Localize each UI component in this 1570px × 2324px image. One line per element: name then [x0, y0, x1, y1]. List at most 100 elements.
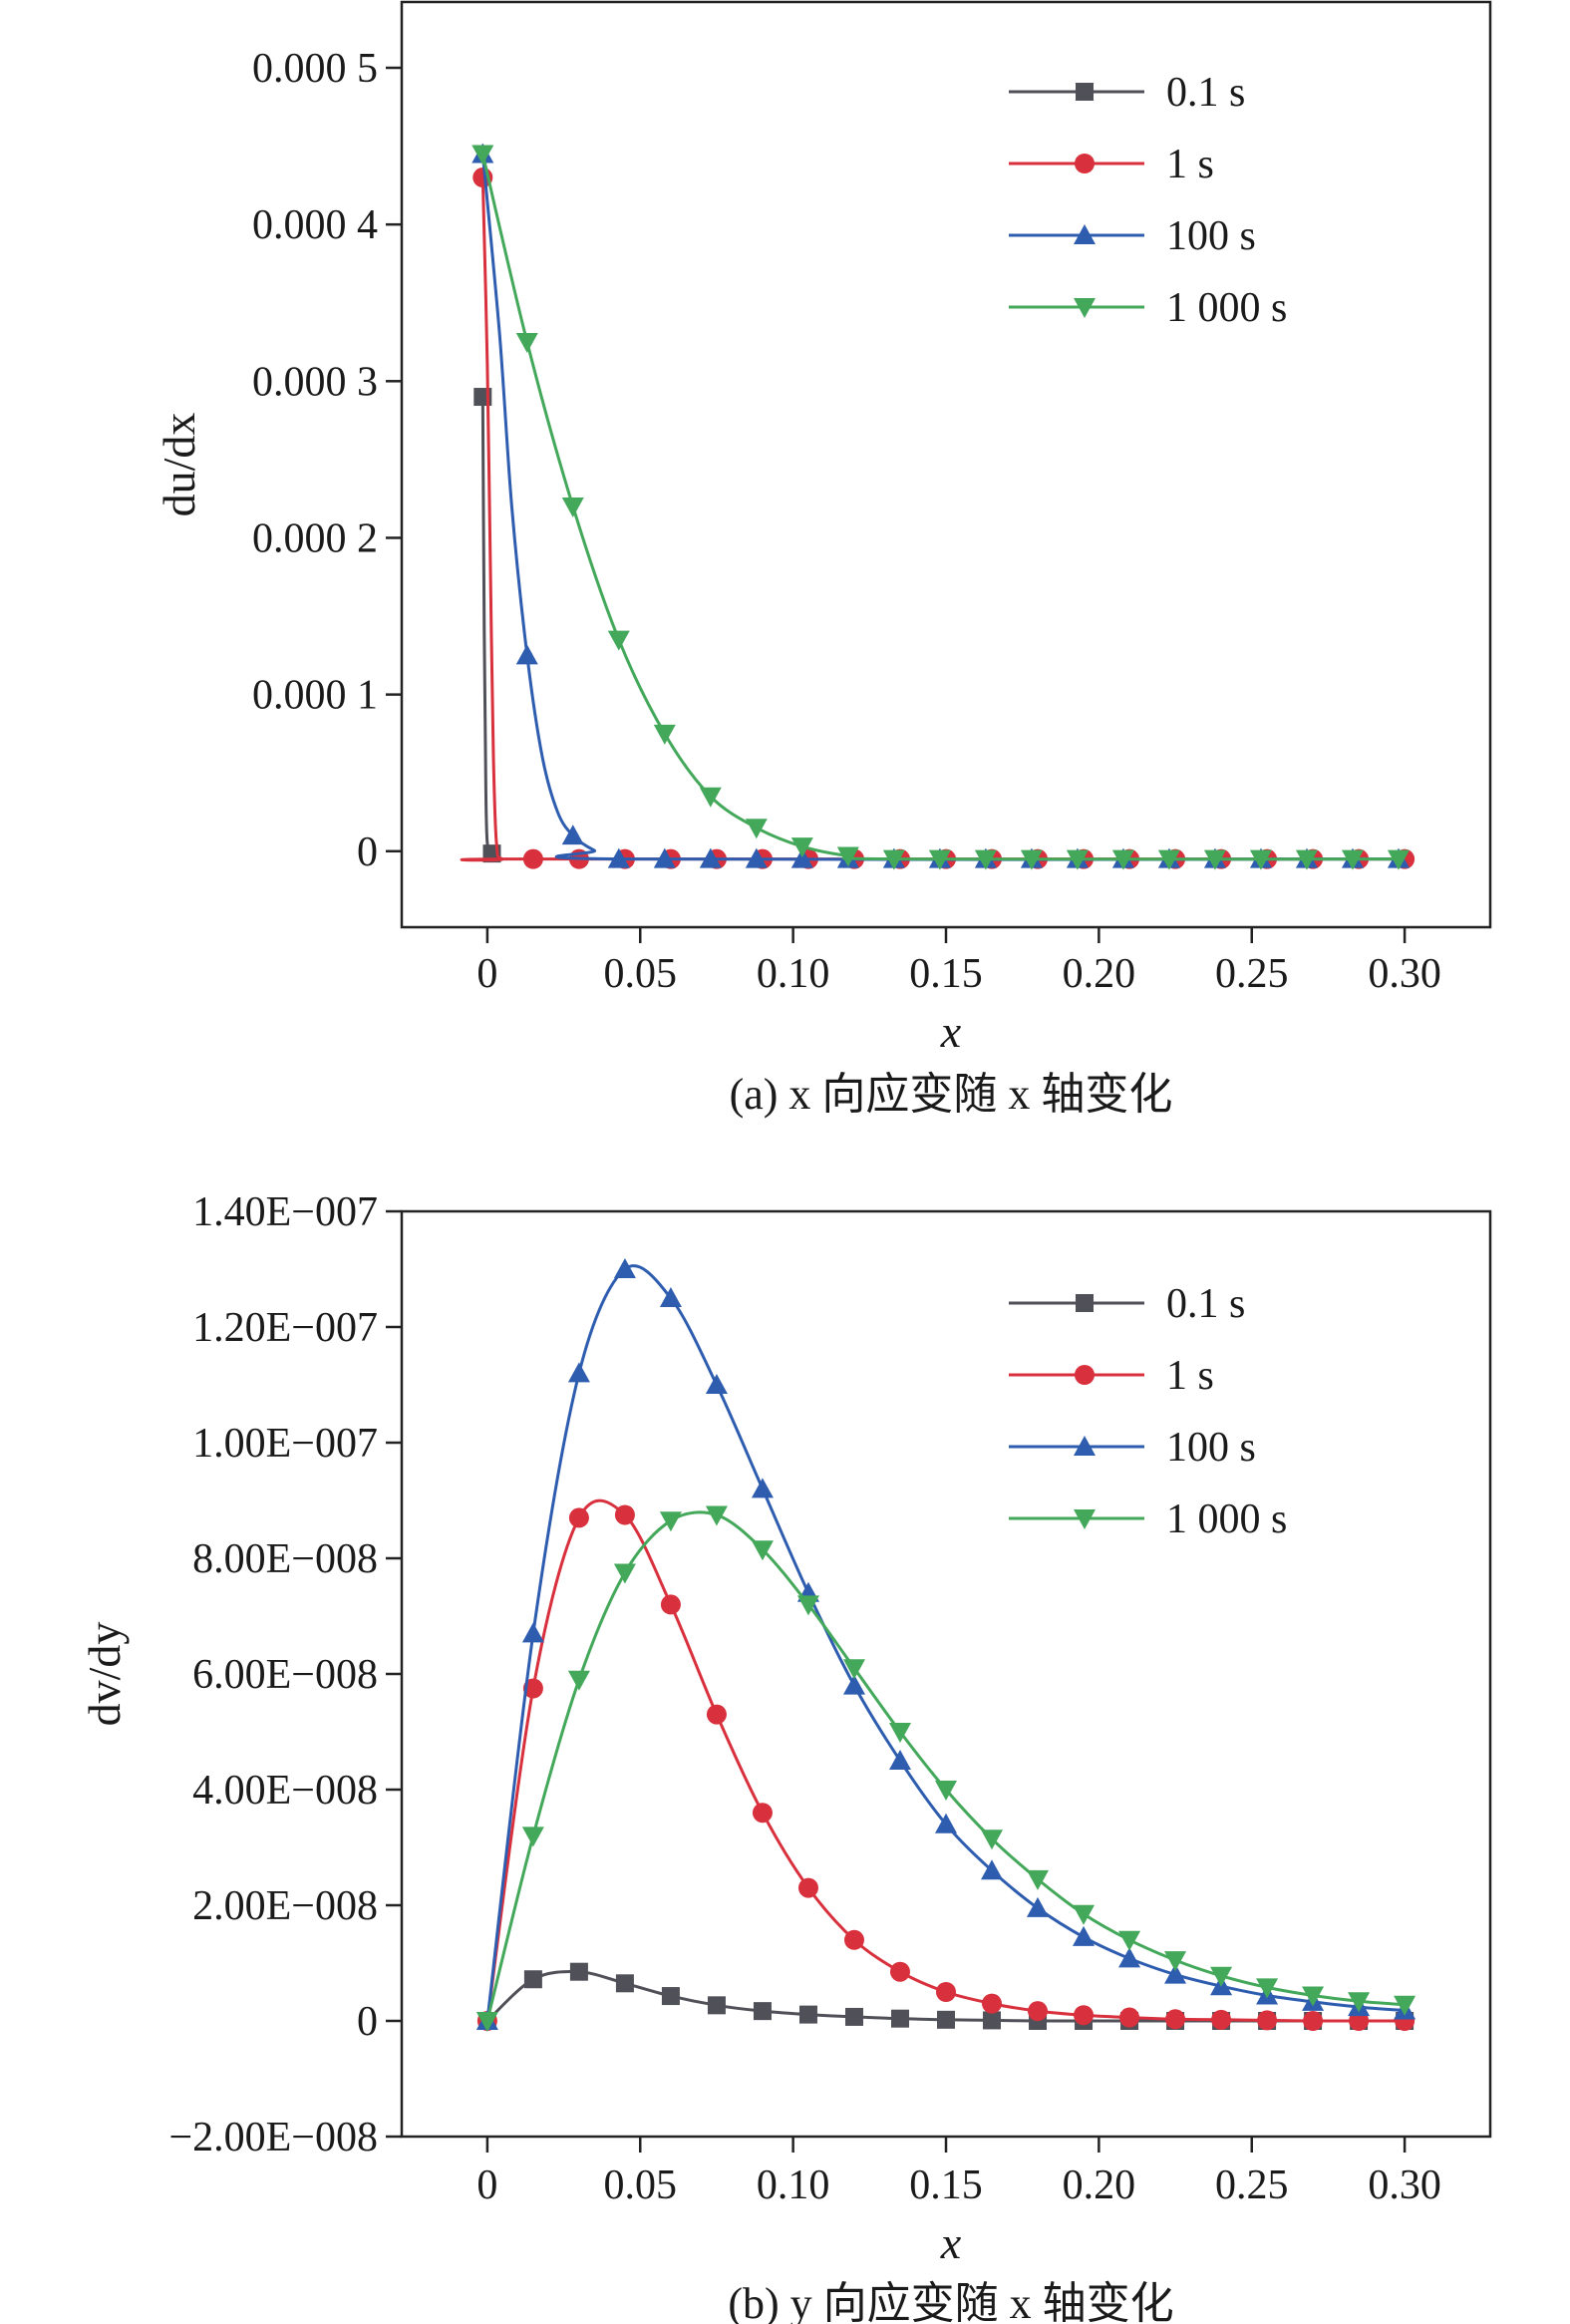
x-tick-label: 0 — [476, 951, 497, 997]
legend-item: 100 s — [1009, 213, 1256, 259]
legend-item: 1 s — [1009, 142, 1214, 187]
legend-marker — [1074, 298, 1096, 318]
series-1000s — [471, 145, 1410, 870]
y-tick-label: 2.00E−008 — [192, 1883, 378, 1929]
data-point — [752, 1803, 773, 1824]
data-point — [1210, 1966, 1233, 1987]
data-point — [1020, 849, 1043, 870]
data-point — [706, 1704, 727, 1725]
data-point — [523, 1970, 542, 1989]
data-point — [1111, 849, 1134, 870]
y-tick-label: 1.20E−007 — [192, 1305, 378, 1351]
data-point — [1203, 849, 1226, 870]
data-point — [614, 1504, 635, 1525]
data-point — [1066, 849, 1089, 870]
data-point — [790, 837, 813, 858]
y-axis-title: dv/dy — [79, 1622, 130, 1727]
x-tick-label: 0.05 — [604, 951, 678, 997]
legend: 0.1 s 1 s 100 s 1 000 s — [1009, 1281, 1287, 1542]
data-point — [745, 819, 768, 839]
chart-caption: (a) x 向应变随 x 轴变化 — [730, 1070, 1173, 1119]
x-tick-label: 0.05 — [604, 2162, 678, 2208]
data-point — [515, 333, 538, 354]
data-point — [653, 847, 676, 868]
data-point — [1165, 2009, 1186, 2030]
data-point — [842, 1674, 865, 1695]
data-point — [937, 2010, 955, 2029]
series-1s — [476, 1498, 1415, 2031]
legend-item: 0.1 s — [1009, 70, 1245, 116]
data-point — [653, 724, 676, 745]
chart-a: 0 0.000 1 0.000 2 0.000 3 0.000 4 0.000 5 0 0.0… — [154, 0, 1492, 1119]
data-point — [607, 847, 630, 868]
legend-marker — [1074, 224, 1096, 244]
data-point — [515, 644, 538, 665]
data-point — [1118, 1947, 1141, 1968]
series-line — [480, 154, 1400, 861]
y-tick-label: 1.00E−007 — [192, 1421, 378, 1467]
data-point — [936, 1982, 956, 2002]
x-tick-label: 0.10 — [757, 951, 830, 997]
x-tick-label: 0.25 — [1215, 951, 1289, 997]
x-tick-label: 0.15 — [909, 951, 983, 997]
legend: 0.1 s 1 s 100 s 1 000 s — [1009, 70, 1287, 331]
data-point — [1027, 1869, 1050, 1890]
data-point — [1303, 2011, 1324, 2031]
data-point — [751, 1540, 774, 1561]
series-1s — [460, 167, 1415, 869]
data-point — [1348, 1992, 1371, 2013]
legend-marker — [1075, 1365, 1095, 1385]
y-axis-title: du/dx — [154, 413, 204, 517]
series-100s — [475, 1258, 1416, 2030]
data-point — [981, 1829, 1004, 1850]
y-tick-label: 0 — [357, 830, 378, 875]
data-point — [882, 849, 905, 870]
legend-label: 100 s — [1166, 213, 1256, 259]
data-point — [1302, 1986, 1325, 2007]
y-tick-label: 0 — [357, 1999, 378, 2045]
legend-marker — [1076, 83, 1094, 101]
chart-caption: (b) y 向应变随 x 轴变化 — [728, 2279, 1173, 2324]
data-point — [1164, 1951, 1187, 1972]
data-point — [1164, 1963, 1187, 1984]
legend-item: 1 000 s — [1009, 285, 1287, 331]
x-axis-title: x — [940, 1006, 962, 1057]
x-tick-label: 0.15 — [909, 2162, 983, 2208]
data-point — [981, 1859, 1004, 1880]
data-point — [1157, 849, 1180, 870]
x-axis-title: x — [940, 2217, 962, 2268]
data-point — [790, 847, 813, 868]
y-tick-label: 0.000 2 — [252, 515, 378, 561]
data-point — [1256, 1978, 1279, 1999]
data-point — [797, 1877, 818, 1898]
legend-label: 100 s — [1166, 1425, 1256, 1471]
chart-b: −2.00E−008 0 2.00E−008 4.00E−008 6.00E−008 8.… — [79, 1189, 1492, 2324]
data-point — [568, 1507, 589, 1528]
data-point — [1073, 1904, 1096, 1925]
data-point — [699, 787, 722, 808]
legend-item: 100 s — [1009, 1425, 1256, 1471]
data-point — [660, 1594, 681, 1615]
data-point — [745, 847, 768, 868]
data-point — [1118, 1930, 1141, 1951]
x-tick-label: 0.30 — [1368, 951, 1441, 997]
data-point — [843, 1929, 864, 1950]
data-point — [1394, 1995, 1416, 2016]
legend-marker — [1076, 1294, 1094, 1312]
data-point — [471, 145, 494, 166]
data-point — [836, 846, 859, 867]
series-1000s — [475, 1505, 1416, 2032]
series-line — [480, 154, 1400, 861]
data-point — [842, 1659, 865, 1680]
data-point — [661, 1987, 680, 2006]
data-point — [890, 2009, 909, 2028]
data-point — [522, 848, 543, 869]
legend-marker — [1074, 1436, 1096, 1456]
data-point — [982, 1993, 1003, 2014]
data-point — [707, 1996, 726, 2015]
data-point — [659, 1511, 682, 1532]
data-point — [1341, 849, 1364, 870]
y-tick-label: 0.000 3 — [252, 359, 378, 405]
y-tick-label: 8.00E−008 — [192, 1536, 378, 1582]
series-line — [460, 176, 1406, 862]
